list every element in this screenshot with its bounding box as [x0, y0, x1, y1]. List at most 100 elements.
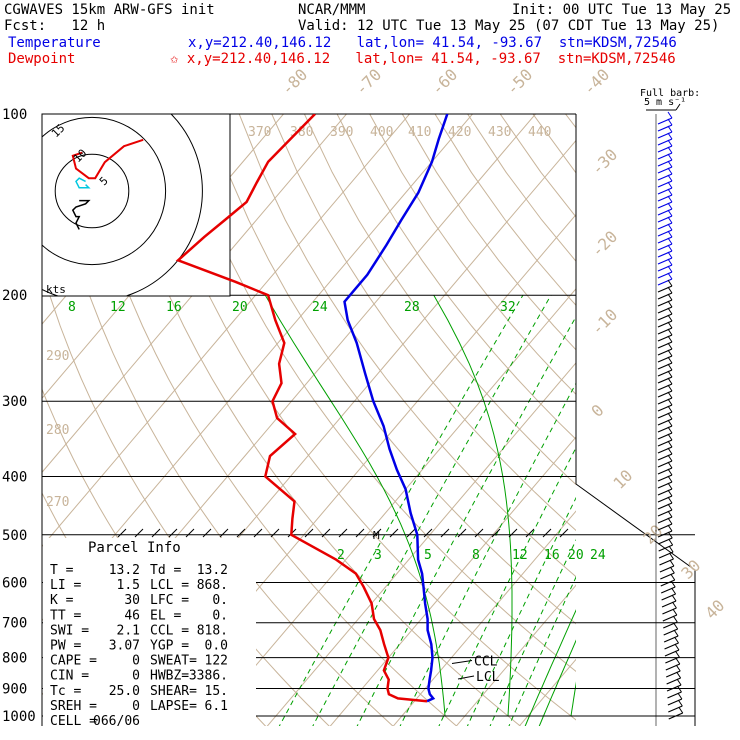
wind-barb	[667, 335, 673, 343]
wind-barb	[657, 474, 673, 482]
wind-barb	[667, 468, 673, 476]
parcel-field-value: 122	[205, 654, 228, 669]
parcel-field-value: 0.	[212, 593, 228, 608]
wind-barb	[667, 384, 673, 392]
wind-barb	[676, 678, 682, 686]
mixing-ratio-line	[312, 294, 552, 726]
wind-barb	[657, 257, 673, 265]
parcel-field-value: 3.07	[109, 639, 140, 654]
parcel-field-label: Td =	[150, 563, 181, 578]
parcel-field-label: CCL =	[150, 623, 189, 638]
freezing-hatch-mark	[304, 528, 314, 538]
wind-barb	[673, 622, 679, 630]
wind-barb	[657, 194, 673, 202]
mixing-ratio-label: 2	[337, 548, 345, 563]
dry-adiabat-line	[434, 114, 576, 306]
wind-barb	[665, 663, 681, 671]
wind-barb	[660, 572, 675, 580]
wind-barb	[657, 404, 673, 412]
wind-barb	[667, 440, 673, 448]
wind-barb	[664, 642, 679, 650]
freezing-hatch-mark	[559, 528, 569, 538]
wind-barb	[667, 321, 673, 329]
parcel-field-label: SREH =	[50, 699, 97, 714]
freezing-hatch-mark	[372, 528, 382, 538]
pressure-tick-label: 700	[2, 616, 27, 632]
wind-barb	[667, 237, 673, 245]
wind-barb	[657, 432, 673, 440]
wind-barb	[657, 495, 673, 503]
wind-barb	[667, 230, 673, 238]
wind-barb	[661, 600, 677, 608]
wind-barb	[658, 544, 673, 552]
wind-barb	[657, 411, 673, 419]
wind-barb	[657, 439, 673, 447]
mixing-ratio-label: 20	[568, 548, 584, 563]
wind-barb	[657, 348, 673, 356]
wind-barb	[657, 145, 673, 153]
model-title: CGWAVES 15km ARW-GFS init	[4, 2, 215, 18]
wind-barb	[667, 118, 673, 126]
pressure-tick-label: 900	[2, 681, 27, 697]
moist-adiabat-line	[697, 295, 740, 716]
mixing-ratio-line	[524, 609, 576, 726]
mixing-ratio-line	[356, 315, 576, 726]
wind-barb	[657, 376, 673, 384]
forecast-hour: Fcst: 12 h	[4, 18, 106, 34]
theta-label: 440	[528, 125, 551, 140]
wind-barb	[667, 461, 673, 469]
mixing-ratio-label: 16	[544, 548, 560, 563]
parcel-field-value: 0	[132, 699, 140, 714]
parcel-field-value: 30	[124, 593, 140, 608]
wind-barb	[657, 320, 673, 328]
wind-barb	[667, 517, 673, 525]
wind-barb	[657, 292, 673, 300]
isotherm-label: -30	[587, 145, 621, 179]
parcel-title: Parcel Info	[88, 540, 181, 556]
parcel-field-label: EL =	[150, 608, 181, 623]
theta-label: 270	[46, 495, 69, 510]
parcel-field-label: YGP =	[150, 639, 189, 654]
wind-barb	[659, 565, 675, 573]
ccl-pointer	[451, 659, 473, 664]
wind-barb	[657, 173, 673, 181]
wind-barb	[667, 482, 673, 490]
wind-barb	[657, 180, 673, 188]
wind-barb	[657, 453, 673, 461]
wind-barb	[658, 537, 673, 545]
parcel-field-value: 818.	[197, 623, 228, 638]
wind-barb	[657, 229, 673, 237]
lcl-pointer	[457, 675, 475, 680]
wind-barb	[658, 551, 674, 559]
mixing-ratio-line	[508, 575, 576, 726]
wind-barb	[667, 363, 673, 371]
wind-barb	[657, 523, 673, 531]
wind-barb	[657, 327, 673, 335]
wind-barb	[675, 664, 681, 672]
hodograph-ring	[42, 114, 203, 296]
mixing-ratio-label: 28	[404, 300, 420, 315]
freezing-hatch-mark	[406, 528, 416, 538]
parcel-field-label: T =	[50, 563, 74, 578]
wind-barb	[668, 712, 683, 720]
theta-label: 400	[370, 125, 393, 140]
hodograph-plot	[42, 114, 203, 296]
wind-barb	[657, 425, 673, 433]
freezing-hatch-mark	[185, 528, 195, 538]
parcel-field-label: SWI =	[50, 623, 89, 638]
sounding-traces	[175, 114, 449, 703]
wind-barb	[657, 530, 673, 538]
wind-barb	[667, 377, 673, 385]
wind-barb	[667, 181, 673, 189]
wind-barb	[674, 643, 680, 651]
wind-barb	[667, 510, 673, 518]
wind-barb	[657, 201, 673, 209]
moist-adiabat-line	[433, 294, 513, 717]
wind-barb	[677, 692, 683, 700]
wind-barb	[667, 412, 673, 420]
isotherm-label: -50	[502, 65, 536, 99]
parcel-field-value: 13.2	[197, 563, 228, 578]
hodograph-trace-black	[71, 199, 91, 230]
parcel-field-label: LAPSE=	[150, 699, 197, 714]
